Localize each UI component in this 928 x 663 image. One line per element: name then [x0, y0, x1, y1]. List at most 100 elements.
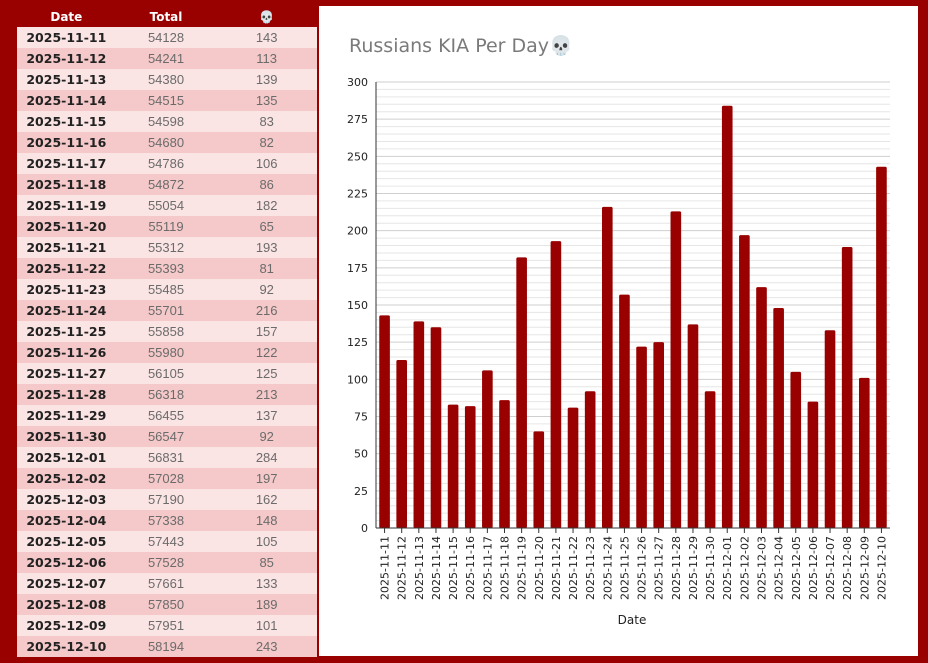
x-axis-title: Date [618, 613, 647, 627]
cell-total: 56831 [147, 450, 185, 465]
cell-total: 54380 [147, 72, 185, 87]
bar[interactable] [464, 406, 476, 528]
x-tick-label: 2025-11-15 [447, 536, 460, 600]
bar[interactable] [670, 211, 682, 528]
table-row: 2025-11-22 55393 81 [17, 258, 317, 279]
table-row: 2025-11-14 54515 135 [17, 90, 317, 111]
bar[interactable] [447, 404, 459, 528]
x-tick-label: 2025-11-27 [653, 536, 666, 600]
table-row: 2025-11-12 54241 113 [17, 48, 317, 69]
x-tick-label: 2025-11-11 [379, 536, 392, 600]
bar[interactable] [619, 294, 630, 528]
bar[interactable] [396, 360, 408, 528]
x-tick-label: 2025-11-13 [413, 536, 426, 600]
x-tick-label: 2025-11-23 [584, 536, 597, 600]
table-row: 2025-11-18 54872 86 [17, 174, 317, 195]
cell-date: 2025-11-28 [26, 387, 107, 402]
bar[interactable] [687, 324, 699, 528]
bar[interactable] [824, 330, 836, 528]
table-row: 2025-11-23 55485 92 [17, 279, 317, 300]
column-header-skull-icon[interactable]: 💀 [259, 10, 275, 24]
cell-kia: 125 [255, 366, 278, 381]
table-row: 2025-11-20 55119 65 [17, 216, 317, 237]
cell-date: 2025-12-03 [26, 492, 107, 507]
table-body: 2025-11-11 54128 143 2025-11-12 54241 113 2025… [17, 27, 317, 657]
cell-date: 2025-11-21 [26, 240, 107, 255]
bar[interactable] [721, 105, 733, 528]
y-tick-label: 75 [354, 411, 368, 424]
bar[interactable] [653, 342, 665, 528]
bar[interactable] [773, 307, 784, 528]
table-row: 2025-12-06 57528 85 [17, 552, 317, 573]
cell-total: 54128 [147, 30, 185, 45]
bar[interactable] [601, 206, 613, 528]
table-row: 2025-11-28 56318 213 [17, 384, 317, 405]
bar[interactable] [876, 166, 887, 529]
cell-kia: 137 [255, 408, 278, 423]
cell-kia: 135 [255, 93, 278, 108]
cell-kia: 157 [255, 324, 278, 339]
bar[interactable] [636, 346, 647, 528]
column-header-total[interactable]: Total [149, 10, 183, 24]
x-tick-label: 2025-11-30 [704, 536, 717, 600]
cell-total: 57338 [147, 513, 185, 528]
cell-kia: 243 [255, 639, 278, 654]
x-tick-label: 2025-12-06 [807, 536, 820, 600]
table-row: 2025-12-05 57443 105 [17, 531, 317, 552]
cell-total: 58194 [147, 639, 185, 654]
x-tick-label: 2025-11-29 [687, 536, 700, 600]
bar[interactable] [516, 257, 527, 528]
table-row: 2025-11-24 55701 216 [17, 300, 317, 321]
bar[interactable] [841, 247, 853, 528]
bar[interactable] [430, 327, 442, 528]
x-tick-label: 2025-11-19 [516, 536, 529, 600]
y-tick-label: 50 [354, 448, 368, 461]
bar[interactable] [499, 400, 510, 528]
bar[interactable] [807, 401, 819, 528]
bar[interactable] [704, 391, 716, 528]
bar[interactable] [413, 321, 425, 528]
bar[interactable] [756, 287, 767, 528]
cell-total: 57951 [147, 618, 185, 633]
cell-kia: 106 [255, 156, 278, 171]
bar[interactable] [584, 391, 596, 528]
cell-kia: 213 [255, 387, 278, 402]
cell-date: 2025-11-23 [26, 282, 107, 297]
bar[interactable] [567, 407, 579, 528]
x-tick-label: 2025-12-07 [824, 536, 837, 600]
x-tick-label: 2025-11-22 [567, 536, 580, 600]
x-tick-label: 2025-12-05 [790, 536, 803, 600]
cell-kia: 86 [259, 177, 274, 192]
cell-date: 2025-11-17 [26, 156, 107, 171]
table-row: 2025-12-04 57338 148 [17, 510, 317, 531]
x-tick-label: 2025-12-02 [738, 536, 751, 600]
cell-kia: 189 [255, 597, 278, 612]
bar[interactable] [739, 235, 750, 529]
bar-chart: 0 25 50 75 100 125 150 175 200 225 250 275 300 2025-1… [347, 76, 890, 627]
chart-title: Russians KIA Per Day💀 [349, 35, 573, 57]
bar[interactable] [482, 370, 493, 528]
cell-kia: 92 [259, 429, 274, 444]
y-tick-label: 0 [361, 522, 368, 535]
y-tick-label: 25 [354, 485, 368, 498]
table-row: 2025-11-21 55312 193 [17, 237, 317, 258]
cell-total: 55701 [147, 303, 185, 318]
bar[interactable] [379, 315, 390, 528]
x-tick-label: 2025-12-08 [841, 536, 854, 600]
bar[interactable] [533, 431, 545, 528]
x-tick-label: 2025-11-20 [533, 536, 546, 600]
cell-date: 2025-12-05 [26, 534, 107, 549]
cell-total: 57528 [147, 555, 185, 570]
bar[interactable] [550, 241, 562, 528]
table-row: 2025-11-26 55980 122 [17, 342, 317, 363]
cell-total: 55054 [147, 198, 185, 213]
cell-date: 2025-12-01 [26, 450, 107, 465]
cell-kia: 148 [255, 513, 278, 528]
column-header-date[interactable]: Date [50, 10, 83, 24]
bar[interactable] [790, 371, 802, 528]
cell-total: 54680 [147, 135, 185, 150]
cell-date: 2025-11-29 [26, 408, 107, 423]
cell-kia: 193 [255, 240, 278, 255]
cell-date: 2025-11-24 [26, 303, 107, 318]
bar[interactable] [858, 377, 870, 528]
